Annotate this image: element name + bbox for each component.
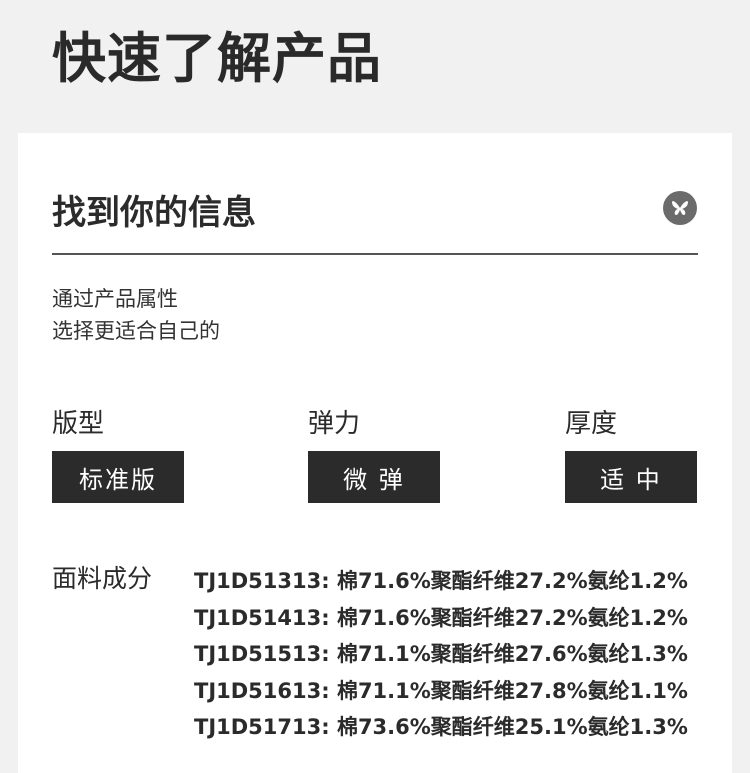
fabric-row: TJ1D51513: 棉71.1%聚酯纤维27.6%氨纶1.3% (194, 642, 688, 666)
fabric-row: TJ1D51613: 棉71.1%聚酯纤维27.8%氨纶1.1% (194, 678, 688, 703)
attr-value-thickness: 适 中 (565, 451, 697, 503)
intro-line: 选择更适合自己的 (52, 319, 220, 343)
intro-text: 通过产品属性 选择更适合自己的 (52, 283, 220, 347)
fabric-row: TJ1D51713: 棉73.6%聚酯纤维25.1%氨纶1.3% (194, 715, 688, 739)
divider (52, 253, 698, 255)
fabric-list: TJ1D51313: 棉71.6%聚酯纤维27.2%氨纶1.2% TJ1D514… (194, 563, 688, 746)
attr-label-elasticity: 弹力 (308, 409, 361, 439)
fabric-label: 面料成分 (52, 564, 153, 593)
attr-label-thickness: 厚度 (565, 409, 618, 439)
card-heading: 找到你的信息 (52, 193, 256, 233)
attr-label-fit: 版型 (52, 409, 105, 439)
fabric-row: TJ1D51413: 棉71.6%聚酯纤维27.2%氨纶1.2% (194, 605, 688, 630)
page-title: 快速了解产品 (52, 27, 382, 90)
attr-value-elasticity: 微 弹 (308, 451, 440, 503)
attr-value-fit: 标准版 (52, 451, 184, 503)
fabric-row: TJ1D51313: 棉71.6%聚酯纤维27.2%氨纶1.2% (194, 569, 688, 593)
intro-line: 通过产品属性 (52, 287, 178, 311)
butterfly-icon (663, 191, 697, 225)
product-info-card: 找到你的信息 通过产品属性 选择更适合自己的 版型 弹力 厚度 标准版 微 弹 … (18, 133, 732, 773)
